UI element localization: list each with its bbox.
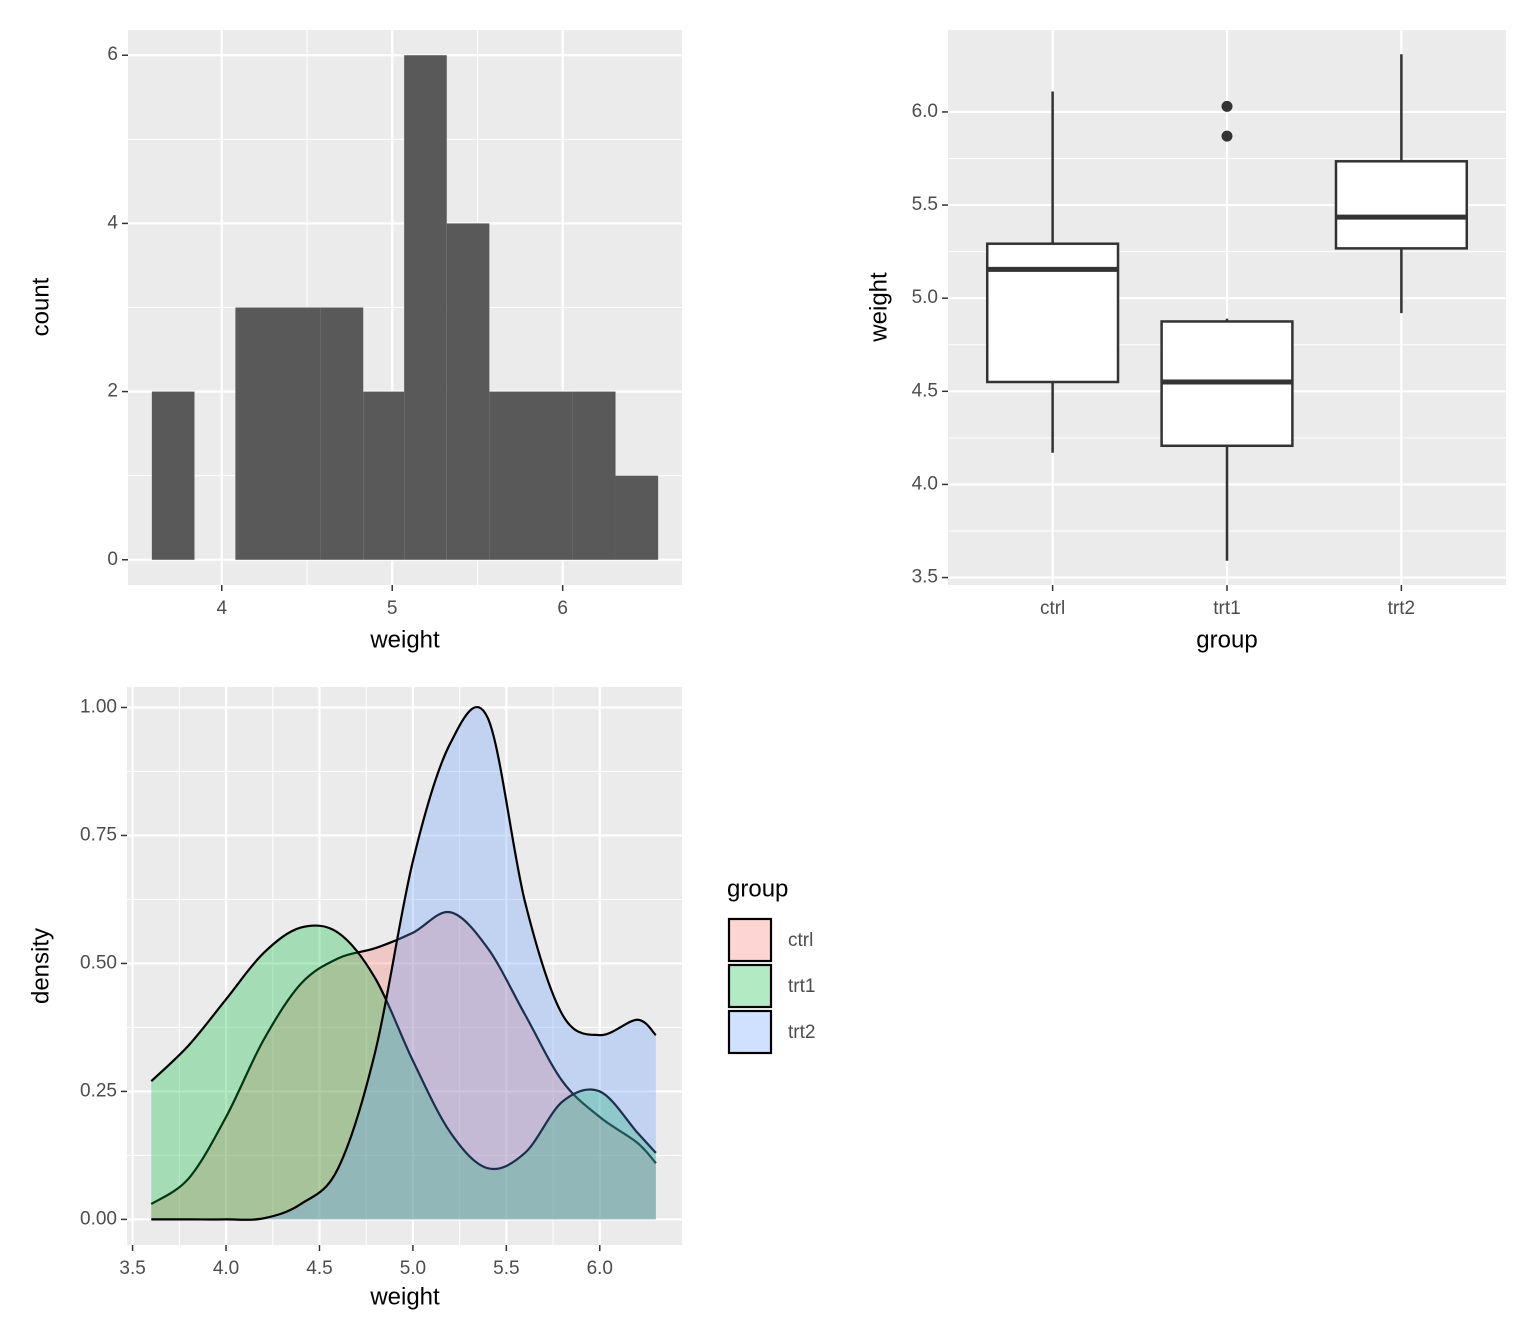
density-area (151, 707, 656, 1220)
density-line (150, 911, 657, 1205)
bar (320, 307, 364, 560)
legend-key-bg (729, 919, 771, 961)
outlier (1221, 130, 1233, 142)
x-tick-label: trt2 (1388, 598, 1415, 619)
legend-label: ctrl (788, 930, 813, 951)
x-tick-label: 6 (557, 598, 568, 619)
y-tick-label: 4.5 (912, 380, 938, 401)
legend-key (727, 1009, 773, 1055)
box (1334, 160, 1469, 250)
y-tick-label: 6 (107, 44, 118, 65)
bar (278, 307, 321, 560)
y-axis-title: density (27, 928, 54, 1004)
box (985, 242, 1120, 384)
legend-label: trt2 (788, 1022, 815, 1043)
legend-label: trt1 (788, 976, 815, 997)
x-tick-label: 3.5 (119, 1258, 145, 1279)
x-axis-title: weight (369, 626, 440, 653)
x-tick-label: 4.0 (213, 1258, 239, 1279)
bar (531, 391, 573, 560)
x-axis-title: weight (369, 1283, 440, 1310)
bar (446, 223, 490, 560)
bar (363, 391, 405, 560)
legend-key-bg (729, 965, 771, 1007)
x-tick-label: 6.0 (587, 1258, 613, 1279)
y-tick-label: 6.0 (912, 101, 938, 122)
bar (489, 391, 532, 560)
x-tick-label: 5.5 (493, 1258, 519, 1279)
y-axis-title: count (27, 277, 54, 336)
bar (572, 391, 616, 560)
density-line (150, 924, 657, 1171)
x-tick-label: 5 (387, 598, 398, 619)
legend-key (727, 963, 773, 1009)
y-axis-title: weight (865, 272, 892, 343)
y-tick-label: 1.00 (80, 696, 117, 717)
y-tick-label: 2 (107, 381, 118, 402)
x-tick-label: ctrl (1040, 598, 1065, 619)
bar (404, 55, 447, 560)
y-tick-label: 4.0 (912, 473, 938, 494)
density-line (151, 705, 657, 1221)
bar (151, 391, 195, 560)
density-area (151, 925, 656, 1220)
bar (615, 475, 659, 560)
panel-background (127, 687, 682, 1245)
y-tick-label: 0.50 (80, 952, 117, 973)
legend-key-bg (729, 1011, 771, 1053)
x-tick-label: 4 (216, 598, 227, 619)
y-tick-label: 5.0 (912, 287, 938, 308)
y-tick-label: 5.5 (912, 194, 938, 215)
outlier (1221, 100, 1233, 112)
y-tick-label: 0 (107, 549, 118, 570)
density-area (151, 911, 656, 1220)
bar (235, 307, 279, 560)
y-tick-label: 0.25 (80, 1080, 117, 1101)
legend-title: group (727, 875, 788, 902)
y-tick-label: 0.00 (80, 1208, 117, 1229)
legend-key (727, 917, 773, 963)
y-tick-label: 3.5 (912, 567, 938, 588)
y-tick-label: 0.75 (80, 824, 117, 845)
x-tick-label: 5.0 (400, 1258, 426, 1279)
x-tick-label: trt1 (1213, 598, 1240, 619)
x-tick-label: 4.5 (306, 1258, 332, 1279)
y-tick-label: 4 (107, 212, 118, 233)
x-axis-title: group (1196, 626, 1257, 653)
